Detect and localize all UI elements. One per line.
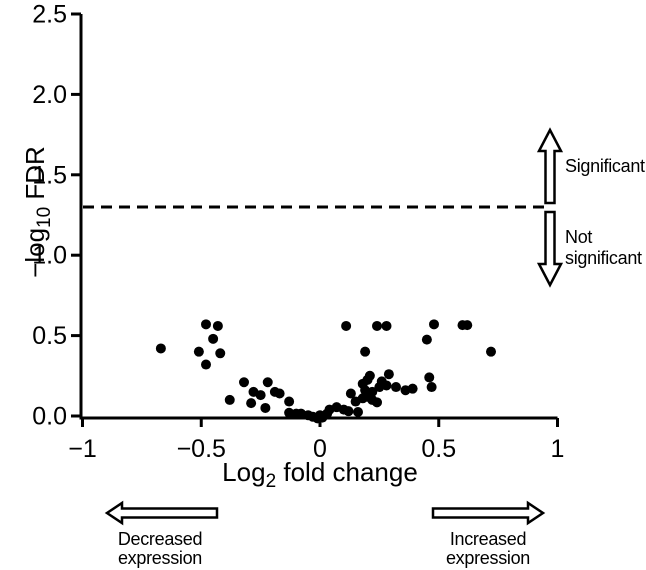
left-arrow-icon <box>104 500 219 526</box>
data-point <box>407 383 418 394</box>
data-point <box>343 406 354 417</box>
data-point <box>462 320 473 331</box>
x-axis-title-main: Log <box>222 457 265 487</box>
x-tick-label: 1 <box>551 435 565 463</box>
y-tick-label: 1.5 <box>32 161 67 189</box>
y-tick-label: 1.0 <box>32 242 67 270</box>
axes: 0.0 0.5 1.0 1.5 2.0 2.5 −1 −0.5 0 0.5 1 <box>32 1 564 464</box>
data-point <box>486 346 496 357</box>
data-point <box>429 319 439 330</box>
not-significant-label-line2: significant <box>565 248 642 268</box>
data-point <box>193 346 204 357</box>
data-point <box>424 372 435 383</box>
y-axis-ticks: 0.0 0.5 1.0 1.5 2.0 2.5 <box>32 1 81 431</box>
increased-expression-label-line1: Increased <box>450 529 526 549</box>
data-point <box>341 320 352 331</box>
data-point <box>260 402 271 413</box>
x-axis-title: Log2 fold change <box>222 457 418 492</box>
data-point <box>208 333 219 344</box>
x-tick-label: 0 <box>313 435 327 463</box>
data-point <box>367 386 378 397</box>
data-point <box>383 369 394 380</box>
data-points-group <box>155 319 496 424</box>
data-point <box>381 320 392 331</box>
data-point <box>201 319 211 330</box>
y-axis-title: −log10 FDR <box>20 146 55 278</box>
data-point <box>212 320 223 331</box>
data-point <box>345 388 356 399</box>
up-arrow-icon <box>536 127 564 205</box>
data-point <box>372 397 382 408</box>
y-axis-title-subscript: 10 <box>34 207 55 228</box>
x-axis-title-rest: fold change <box>276 457 418 487</box>
data-point <box>255 390 266 401</box>
data-point <box>284 396 295 407</box>
x-tick-label: −1 <box>68 435 97 463</box>
data-point <box>215 348 226 359</box>
y-tick-label: 2.0 <box>32 81 67 109</box>
data-point <box>421 334 432 345</box>
x-tick-label: 0.5 <box>421 435 456 463</box>
data-point <box>224 394 235 405</box>
x-axis-ticks: −1 −0.5 0 0.5 1 <box>68 418 564 463</box>
data-point <box>353 406 363 417</box>
y-axis-title-main: −log <box>20 228 50 278</box>
data-point <box>391 382 401 393</box>
y-tick-label: 0.5 <box>32 322 67 350</box>
data-point <box>381 380 392 391</box>
decreased-expression-label-line1: Decreased <box>118 529 202 549</box>
data-point <box>239 377 249 388</box>
data-point <box>360 346 371 357</box>
data-point <box>155 343 166 354</box>
data-point <box>364 370 375 381</box>
data-point <box>246 398 257 409</box>
data-point <box>426 382 437 393</box>
expression-direction-annotation: Decreased expression Increased expressio… <box>104 500 546 568</box>
increased-expression-label-line2: expression <box>446 548 530 568</box>
data-point <box>201 359 211 370</box>
y-tick-label: 0.0 <box>32 403 67 431</box>
significant-label: Significant <box>565 156 645 176</box>
y-axis-title-rest: FDR <box>20 146 50 207</box>
data-point <box>274 388 285 399</box>
not-significant-label-line1: Not <box>565 227 592 247</box>
right-arrow-icon <box>431 500 546 526</box>
x-axis-title-subscript: 2 <box>266 471 277 492</box>
down-arrow-icon <box>536 210 564 288</box>
data-point <box>372 320 382 331</box>
x-tick-label: −0.5 <box>177 435 226 463</box>
significance-annotation: Significant Not significant <box>536 127 645 288</box>
y-tick-label: 2.5 <box>32 1 67 29</box>
data-point <box>262 377 273 388</box>
decreased-expression-label-line2: expression <box>118 548 202 568</box>
